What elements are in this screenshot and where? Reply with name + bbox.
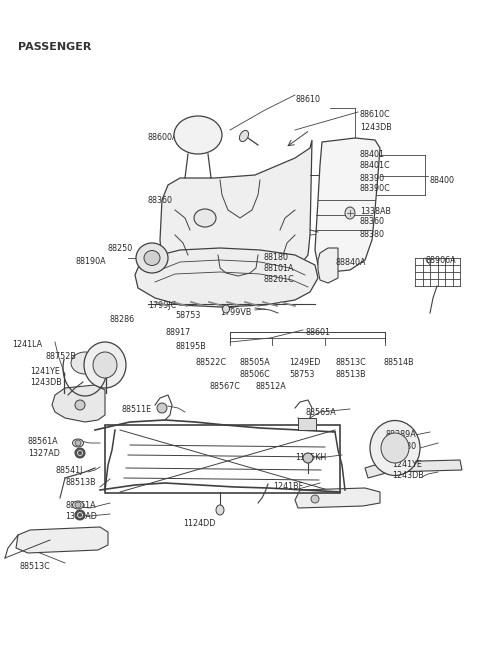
Text: 88360: 88360 bbox=[148, 196, 173, 205]
Text: 88561A: 88561A bbox=[65, 501, 96, 510]
Text: 88610: 88610 bbox=[295, 95, 320, 104]
Text: 88752B: 88752B bbox=[45, 352, 76, 361]
Polygon shape bbox=[295, 488, 380, 508]
Text: 88380: 88380 bbox=[360, 230, 385, 239]
Text: 88567C: 88567C bbox=[210, 382, 241, 391]
Circle shape bbox=[75, 400, 85, 410]
Text: 88506C: 88506C bbox=[240, 370, 271, 379]
Circle shape bbox=[311, 495, 319, 503]
Text: 88286: 88286 bbox=[110, 315, 135, 324]
Text: 88195B: 88195B bbox=[175, 342, 206, 351]
Text: 88512A: 88512A bbox=[255, 382, 286, 391]
Text: 88513C: 88513C bbox=[20, 562, 51, 571]
Text: 88541J: 88541J bbox=[55, 466, 83, 475]
Text: 88190A: 88190A bbox=[75, 257, 106, 266]
Circle shape bbox=[77, 512, 83, 517]
Ellipse shape bbox=[216, 505, 224, 515]
Text: 88505A: 88505A bbox=[240, 358, 271, 367]
Text: 1327AD: 1327AD bbox=[65, 512, 97, 521]
Ellipse shape bbox=[72, 439, 84, 447]
Ellipse shape bbox=[174, 116, 222, 154]
Text: 88906A: 88906A bbox=[426, 256, 456, 265]
Ellipse shape bbox=[72, 501, 84, 509]
Text: 88610C: 88610C bbox=[360, 110, 391, 119]
Ellipse shape bbox=[370, 421, 420, 476]
Text: 88201C: 88201C bbox=[264, 275, 295, 284]
Text: 88390C: 88390C bbox=[360, 184, 391, 193]
Text: PASSENGER: PASSENGER bbox=[18, 42, 91, 52]
Text: 88390: 88390 bbox=[360, 174, 385, 183]
Circle shape bbox=[303, 453, 313, 463]
Circle shape bbox=[157, 403, 167, 413]
Text: 1241LA: 1241LA bbox=[12, 340, 42, 349]
Text: 88513B: 88513B bbox=[65, 478, 96, 487]
Ellipse shape bbox=[71, 352, 99, 374]
Polygon shape bbox=[365, 460, 462, 478]
Text: 88289A: 88289A bbox=[385, 430, 416, 439]
Polygon shape bbox=[315, 138, 380, 272]
Text: 88514B: 88514B bbox=[383, 358, 414, 367]
Text: 88511E: 88511E bbox=[122, 405, 152, 414]
Polygon shape bbox=[135, 248, 318, 307]
Text: 1799JC: 1799JC bbox=[148, 301, 176, 310]
Text: 88360: 88360 bbox=[360, 217, 385, 226]
Polygon shape bbox=[160, 140, 312, 280]
Text: 1124DD: 1124DD bbox=[183, 519, 216, 528]
Ellipse shape bbox=[136, 243, 168, 273]
Text: 88401: 88401 bbox=[360, 150, 385, 159]
Polygon shape bbox=[52, 385, 105, 422]
Bar bbox=[298, 418, 316, 430]
Text: 88101A: 88101A bbox=[264, 264, 295, 273]
Text: 1338AB: 1338AB bbox=[360, 207, 391, 216]
Text: 88250: 88250 bbox=[108, 244, 133, 253]
Text: 1243DB: 1243DB bbox=[30, 378, 62, 387]
Text: 88522C: 88522C bbox=[196, 358, 227, 367]
Text: 88917: 88917 bbox=[165, 328, 190, 337]
Text: 1125KH: 1125KH bbox=[295, 453, 326, 462]
Text: 88180: 88180 bbox=[264, 253, 289, 262]
Text: 1799VB: 1799VB bbox=[220, 308, 252, 317]
Text: 1241YE: 1241YE bbox=[30, 367, 60, 376]
Text: 88401C: 88401C bbox=[360, 161, 391, 170]
Circle shape bbox=[75, 502, 81, 508]
Text: 88565A: 88565A bbox=[305, 408, 336, 417]
Text: 88600A: 88600A bbox=[148, 133, 179, 142]
Text: 1327AD: 1327AD bbox=[28, 449, 60, 458]
Text: 1241YE: 1241YE bbox=[392, 460, 422, 469]
Text: 58753: 58753 bbox=[289, 370, 314, 379]
Polygon shape bbox=[16, 527, 108, 553]
Text: 1243DB: 1243DB bbox=[392, 471, 424, 480]
Circle shape bbox=[75, 510, 85, 520]
Text: 58753: 58753 bbox=[175, 311, 200, 320]
Text: 88561A: 88561A bbox=[28, 437, 59, 446]
Ellipse shape bbox=[381, 433, 409, 463]
Text: 88400: 88400 bbox=[430, 176, 455, 185]
Ellipse shape bbox=[84, 342, 126, 388]
Ellipse shape bbox=[345, 207, 355, 219]
Circle shape bbox=[77, 451, 83, 455]
Ellipse shape bbox=[223, 305, 229, 313]
Circle shape bbox=[75, 448, 85, 458]
Ellipse shape bbox=[240, 130, 249, 141]
Ellipse shape bbox=[93, 352, 117, 378]
Circle shape bbox=[75, 440, 81, 446]
Text: 1243DB: 1243DB bbox=[360, 123, 392, 132]
Text: 88280: 88280 bbox=[392, 442, 417, 451]
Ellipse shape bbox=[194, 209, 216, 227]
Polygon shape bbox=[318, 248, 338, 283]
Text: 88601: 88601 bbox=[305, 328, 330, 337]
Text: 1241BF: 1241BF bbox=[273, 482, 303, 491]
Text: 88513B: 88513B bbox=[336, 370, 367, 379]
Text: 88840A: 88840A bbox=[335, 258, 365, 267]
Text: 1249ED: 1249ED bbox=[289, 358, 320, 367]
Ellipse shape bbox=[144, 250, 160, 265]
Text: 88513C: 88513C bbox=[336, 358, 367, 367]
